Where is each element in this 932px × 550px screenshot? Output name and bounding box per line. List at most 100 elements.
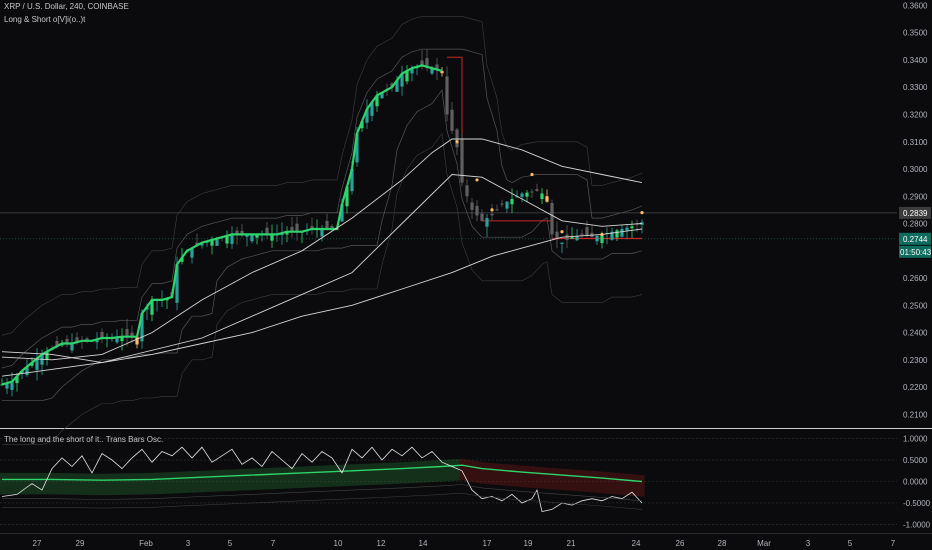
osc-band-bar <box>509 464 515 487</box>
osc-band-bar <box>34 472 40 495</box>
signal-dot <box>490 208 494 212</box>
time-tick-label: 12 <box>377 539 386 548</box>
time-tick-label: 7 <box>891 539 896 548</box>
time-tick-label: Mar <box>757 539 771 548</box>
candle-body <box>600 234 604 244</box>
osc-band-bar <box>379 463 385 485</box>
osc-band-bar <box>489 463 495 485</box>
osc-band-bar <box>309 466 315 488</box>
candle-body <box>210 239 214 246</box>
candle-body <box>55 340 59 347</box>
candle-body <box>520 193 524 197</box>
candle-body <box>505 201 509 209</box>
osc-band-bar <box>524 465 530 488</box>
price-tick-label: 0.2200 <box>903 383 928 392</box>
osc-band-bar <box>19 472 25 495</box>
osc-band-bar <box>639 475 645 497</box>
candle-body <box>250 234 254 242</box>
candle-body <box>255 234 259 238</box>
osc-band-bar <box>594 471 600 493</box>
candle-body <box>325 220 329 229</box>
osc-band-bar <box>264 467 270 490</box>
osc-band-bar <box>424 460 430 483</box>
candle-body <box>435 64 439 70</box>
time-tick-label: 7 <box>271 539 276 548</box>
osc-band-bar <box>529 466 535 488</box>
osc-band-bar <box>619 473 625 495</box>
osc-band-bar <box>99 473 105 496</box>
osc-band-bar <box>574 469 580 492</box>
candle-body <box>545 196 549 202</box>
candle-body <box>625 227 629 231</box>
candle-body <box>75 337 79 343</box>
price-tick-label: 0.3500 <box>903 29 928 38</box>
candle-body <box>375 95 379 107</box>
osc-band-bar <box>559 468 565 491</box>
osc-band-bar <box>414 461 420 483</box>
osc-band-bar <box>269 467 275 490</box>
channel-upper-outer <box>1 16 643 336</box>
osc-band-bar <box>299 466 305 488</box>
candle-body <box>45 351 49 360</box>
price-tick-label: 0.2400 <box>903 329 928 338</box>
osc-band-bar <box>184 471 190 493</box>
osc-band-bar <box>144 473 150 495</box>
candle-body <box>535 189 539 191</box>
osc-band-bar <box>49 472 55 495</box>
candle-body <box>460 139 464 183</box>
candle-body <box>5 383 9 389</box>
osc-band-bar <box>314 465 320 488</box>
osc-band-bar <box>164 472 170 494</box>
osc-band-bar <box>434 460 440 482</box>
time-tick-label: 27 <box>33 539 42 548</box>
candle-body <box>225 235 229 244</box>
candle-body <box>200 242 204 246</box>
price-tick-label: 0.2100 <box>903 410 928 419</box>
candle-body <box>350 169 354 192</box>
candle-body <box>530 191 534 193</box>
candle-body <box>355 133 359 163</box>
osc-band-bar <box>194 470 200 493</box>
osc-tick-label: 1.0000 <box>903 435 928 444</box>
osc-band-bar <box>209 470 215 492</box>
osc-band-bar <box>339 464 345 487</box>
osc-band-bar <box>59 473 65 495</box>
osc-band-bar <box>104 473 110 496</box>
candle-body <box>270 234 274 241</box>
osc-band-bar <box>629 474 635 496</box>
osc-band-bar <box>454 459 460 481</box>
candle-body <box>215 238 219 246</box>
candle-body <box>95 339 99 343</box>
osc-band-bar <box>79 473 85 495</box>
candle-body <box>240 230 244 235</box>
osc-band-bar <box>254 468 260 490</box>
channel-lower-outer <box>2 132 643 445</box>
candle-body <box>615 230 619 238</box>
candle-body <box>150 299 154 315</box>
candle-body <box>465 185 469 197</box>
osc-band-bar <box>249 468 255 491</box>
osc-band-bar <box>224 469 230 492</box>
close-step-line <box>1 64 443 386</box>
osc-band-bar <box>449 459 455 481</box>
candle-body <box>65 339 69 344</box>
candle-body <box>230 234 234 244</box>
time-tick-label: 5 <box>848 539 853 548</box>
osc-band-bar <box>364 463 370 486</box>
osc-band-bar <box>329 465 335 487</box>
candle-body <box>440 70 444 74</box>
osc-band-bar <box>614 472 620 495</box>
candle-body <box>85 338 89 341</box>
countdown-tag: 01:50:43 <box>900 248 932 257</box>
osc-band-bar <box>504 464 510 486</box>
osc-band-bar <box>154 472 160 495</box>
candle-body <box>500 203 504 205</box>
osc-band-bar <box>204 470 210 493</box>
osc-band-bar <box>359 463 365 486</box>
osc-lower-band <box>2 484 643 502</box>
osc-band-bar <box>369 463 375 485</box>
osc-band-bar <box>589 470 595 493</box>
osc-band-bar <box>129 473 135 495</box>
osc-band-bar <box>584 470 590 492</box>
